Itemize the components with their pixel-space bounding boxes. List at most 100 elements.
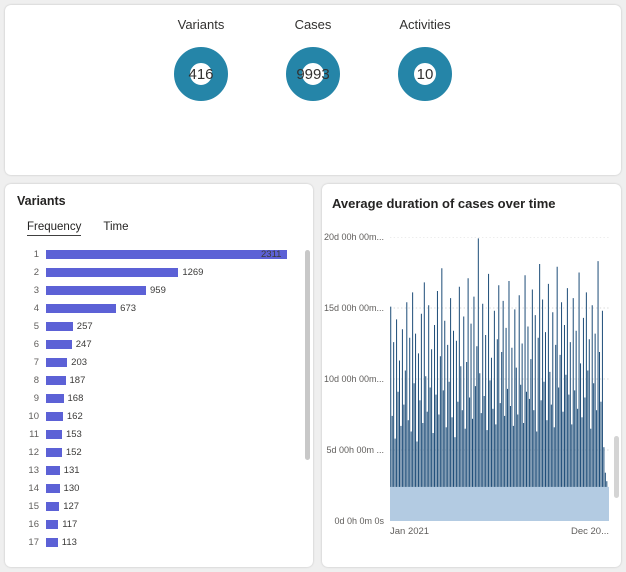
variant-row[interactable]: 5 257 (17, 317, 305, 335)
variant-value-label: 130 (63, 482, 80, 494)
variant-row[interactable]: 10 162 (17, 407, 305, 425)
kpi-cases-value: 9993 (296, 65, 330, 83)
variant-row[interactable]: 8 187 (17, 371, 305, 389)
variant-rank-label: 13 (28, 464, 39, 476)
tab-frequency[interactable]: Frequency (27, 221, 82, 236)
kpi-cases: Cases 9993 (286, 17, 340, 175)
variant-row[interactable]: 7 203 (17, 353, 305, 371)
variant-value-label: 117 (62, 518, 78, 530)
variants-scrollbar-thumb[interactable] (305, 250, 310, 460)
variant-bar[interactable] (46, 411, 63, 421)
kpi-activities-value: 10 (416, 65, 434, 83)
variant-value-label: 187 (69, 374, 86, 386)
kpi-variants-value: 416 (188, 65, 214, 83)
duration-x-axis: Jan 2021 Dec 20... (390, 526, 609, 537)
variants-panel-title: Variants (17, 194, 66, 208)
variant-bar-track: 247 (46, 339, 287, 350)
variant-bar-track: 187 (46, 374, 287, 386)
kpi-activities: Activities 10 (398, 17, 452, 175)
variant-bar[interactable] (46, 285, 146, 295)
y-tick-label: 5d 00h 00m ... (326, 445, 384, 455)
variant-rank-label: 9 (33, 392, 39, 404)
variant-bar-track: 257 (46, 320, 287, 332)
variant-value-label: 153 (65, 428, 82, 440)
variant-bar-track: 153 (46, 428, 287, 440)
variant-row[interactable]: 3 959 (17, 281, 305, 299)
variant-row[interactable]: 14 130 (17, 479, 305, 497)
kpi-panel: Variants 416 Cases 9993 Activities 10 (5, 5, 621, 175)
duration-panel-title: Average duration of cases over time (332, 196, 556, 211)
variant-bar[interactable] (46, 375, 66, 385)
x-tick-end: Dec 20... (570, 526, 609, 537)
variant-row[interactable]: 17 113 (17, 533, 305, 551)
variant-rank-label: 17 (28, 536, 39, 548)
variants-tabs: Frequency Time (27, 221, 305, 236)
kpi-variants: Variants 416 (174, 17, 228, 175)
variant-value-label: 203 (71, 356, 88, 368)
variant-rank-label: 11 (29, 428, 39, 440)
variant-rank-label: 2 (33, 266, 39, 278)
variant-bar-track: 673 (46, 302, 287, 314)
x-tick-start: Jan 2021 (390, 526, 430, 537)
variant-row[interactable]: 11 153 (17, 425, 305, 443)
variant-rank-label: 16 (28, 518, 39, 530)
variant-row[interactable]: 1 2311 (17, 245, 305, 263)
variant-row[interactable]: 6 247 (17, 335, 305, 353)
kpi-cases-donut-ring: 9993 (286, 47, 340, 101)
kpi-activities-label: Activities (399, 17, 451, 32)
variant-bar[interactable] (46, 483, 60, 493)
variant-row[interactable]: 15 127 (17, 497, 305, 515)
variant-row[interactable]: 13 131 (17, 461, 305, 479)
variant-rank-label: 3 (33, 284, 39, 296)
variant-row[interactable]: 12 152 (17, 443, 305, 461)
variant-bar-track: 117 (46, 518, 287, 530)
variant-bar[interactable] (46, 537, 58, 547)
variants-panel: Variants Frequency Time 1 2311 2 1269 3 959 4 6… (5, 184, 313, 567)
variant-row[interactable]: 16 117 (17, 515, 305, 533)
y-tick-label: 0d 0h 0m 0s (334, 516, 384, 526)
variant-value-label: 131 (63, 464, 80, 476)
variant-bar[interactable] (46, 393, 64, 403)
variant-bar[interactable] (46, 267, 179, 277)
variant-bar[interactable] (46, 249, 287, 259)
variant-bar[interactable] (46, 357, 68, 367)
variant-bar-track: 152 (46, 446, 287, 458)
variant-bar[interactable] (46, 339, 72, 349)
variant-row[interactable]: 2 1269 (17, 263, 305, 281)
variant-bar[interactable] (46, 429, 62, 439)
variant-bar[interactable] (46, 447, 62, 457)
variant-bar[interactable] (46, 303, 117, 313)
duration-y-axis: 20d 00h 00m... 15d 00h 00m... 10d 00h 00m.… (324, 232, 390, 526)
y-tick-label: 10d 00h 00m... (323, 374, 384, 384)
variant-rank-label: 8 (33, 374, 39, 386)
variant-bar[interactable] (46, 321, 73, 331)
kpi-variants-label: Variants (177, 17, 225, 32)
duration-scrollbar-thumb[interactable] (614, 436, 619, 498)
variant-rank-label: 1 (33, 248, 39, 260)
variant-bar[interactable] (46, 519, 59, 529)
variant-value-label: 673 (120, 302, 137, 314)
duration-panel: Average duration of cases over time 20d … (322, 184, 621, 567)
bottom-row: Variants Frequency Time 1 2311 2 1269 3 959 4 6… (5, 184, 621, 567)
variant-row[interactable]: 4 673 (17, 299, 305, 317)
variant-value-label: 2311 (261, 248, 282, 260)
variant-value-label: 257 (76, 320, 93, 332)
variant-value-label: 168 (67, 392, 84, 404)
variant-value-label: 1269 (182, 266, 204, 278)
kpi-variants-donut-ring: 416 (174, 47, 228, 101)
tab-time[interactable]: Time (103, 221, 129, 233)
variant-bar-track: 1269 (46, 266, 287, 278)
variant-value-label: 152 (65, 446, 82, 458)
duration-chart-svg (390, 237, 609, 521)
variant-bar[interactable] (46, 501, 60, 511)
variant-bar-track: 203 (46, 356, 287, 368)
y-tick-label: 15d 00h 00m... (323, 303, 384, 313)
variant-row[interactable]: 9 168 (17, 389, 305, 407)
variant-rank-label: 14 (28, 482, 39, 494)
duration-chart: 20d 00h 00m... 15d 00h 00m... 10d 00h 00m.… (324, 232, 609, 526)
variant-rank-label: 15 (28, 500, 39, 512)
variant-bar-track: 959 (46, 285, 287, 296)
variant-bar[interactable] (46, 465, 60, 475)
variant-rank-label: 6 (33, 338, 39, 350)
